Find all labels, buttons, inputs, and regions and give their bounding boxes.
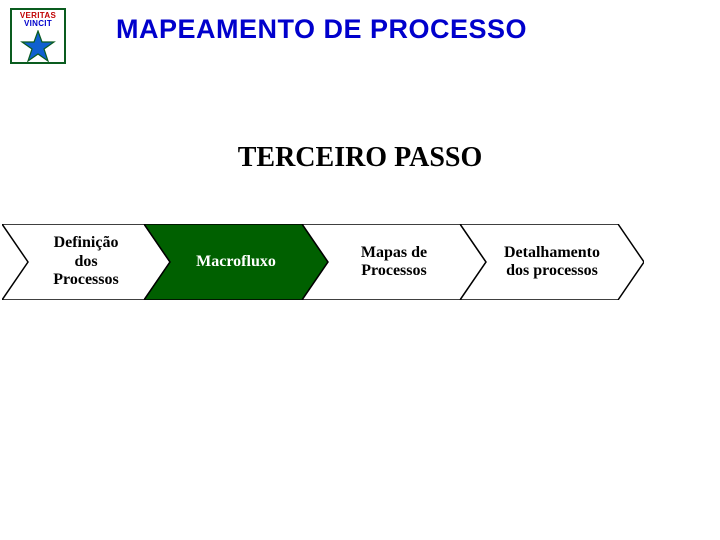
page-title: MAPEAMENTO DE PROCESSO: [116, 14, 527, 45]
logo: VERITAS VINCIT: [10, 8, 66, 64]
flow-step-label: Mapas de Processos: [355, 244, 433, 281]
flow-step: Macrofluxo: [144, 224, 328, 300]
header: VERITAS VINCIT MAPEAMENTO DE PROCESSO: [0, 0, 720, 72]
star-icon: [20, 30, 56, 62]
logo-line2: VINCIT: [24, 20, 52, 28]
subtitle: TERCEIRO PASSO: [0, 142, 720, 174]
flow-step-label: Detalhamento dos processos: [498, 244, 606, 281]
flow-step: Mapas de Processos: [302, 224, 486, 300]
flow-step: Detalhamento dos processos: [460, 224, 644, 300]
process-flow: Definição dos Processos Macrofluxo Mapas d…: [0, 224, 720, 300]
flow-step-label: Definição dos Processos: [47, 234, 124, 289]
flow-step-label: Macrofluxo: [190, 253, 282, 271]
